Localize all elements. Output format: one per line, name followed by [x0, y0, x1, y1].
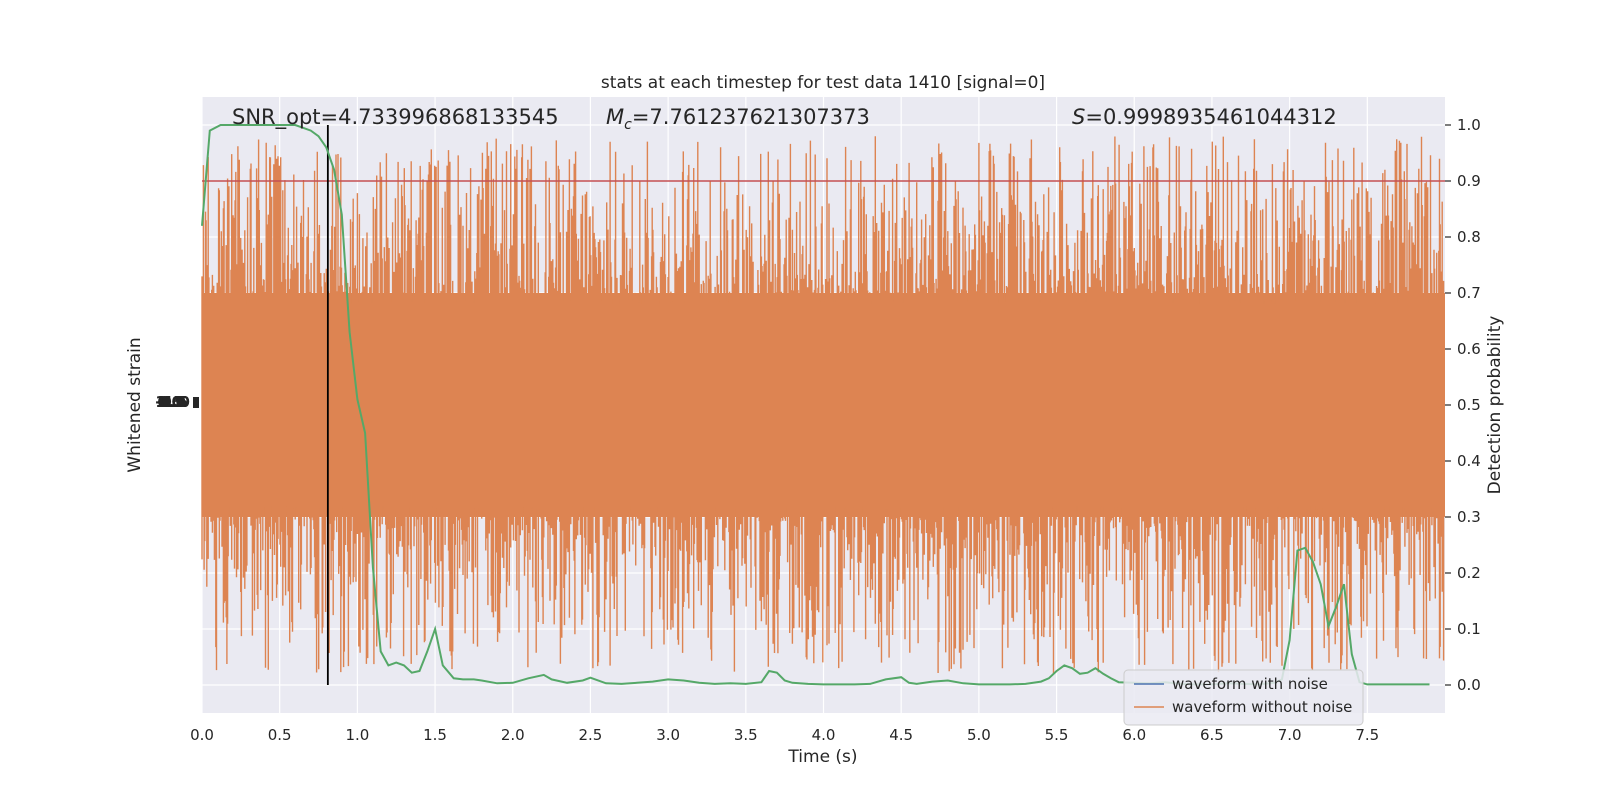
s-value: =0.9998935461044312 — [1085, 105, 1336, 129]
left-tick-mark — [193, 397, 199, 408]
legend-box — [1123, 669, 1364, 726]
left-axis-label: Whitened strain — [125, 337, 145, 472]
left-tick-label: -1.0 — [157, 393, 190, 411]
left-tick-label: 1.0 — [155, 393, 182, 411]
x-tick-label: 2.0 — [501, 726, 525, 744]
right-tick-label: 1.0 — [1457, 116, 1481, 134]
s-annotation: S=0.9998935461044312 — [1072, 105, 1337, 129]
series-waveform-without-noise — [201, 136, 1445, 674]
chirp-mass-symbol: M — [606, 105, 624, 129]
right-tick-label: 0.4 — [1457, 452, 1481, 470]
x-tick-label: 7.0 — [1278, 726, 1302, 744]
chirp-mass-subscript: c — [624, 117, 632, 133]
x-tick-label: 7.5 — [1355, 726, 1379, 744]
x-tick-label: 0.0 — [190, 726, 214, 744]
right-tick-label: 0.0 — [1457, 676, 1481, 694]
x-axis-ticks: 0.0 0.5 1.0 1.5 2.0 2.5 3.0 3.5 4.0 4.5 5.0 5.5 6.0 6… — [190, 726, 1379, 744]
x-tick-label: 1.5 — [423, 726, 447, 744]
left-tick-label: 0.0 — [159, 393, 186, 411]
left-axis-ticks: -1.0-0.50.00.51.0 — [155, 393, 199, 411]
right-tick-label: 0.6 — [1457, 340, 1481, 358]
x-tick-label: 6.5 — [1200, 726, 1224, 744]
right-tick-label: 0.2 — [1457, 564, 1481, 582]
chart-title: stats at each timestep for test data 141… — [601, 73, 1045, 93]
x-tick-label: 6.0 — [1122, 726, 1146, 744]
strain-trace-spikes — [201, 136, 1445, 674]
right-tick-label: 0.1 — [1457, 620, 1481, 638]
s-symbol: S — [1072, 105, 1085, 129]
chirp-mass-value: =7.761237621307373 — [632, 105, 870, 129]
right-axis-ticks: 0.0 0.1 0.2 0.3 0.4 0.5 0.6 0.7 0.8 0.9 1.0 — [1445, 116, 1481, 694]
left-tick-label: -0.5 — [155, 393, 188, 411]
legend-label-without-noise: waveform without noise — [1172, 698, 1352, 716]
x-tick-label: 3.0 — [656, 726, 680, 744]
legend: waveform with noise waveform without noi… — [1123, 669, 1364, 726]
chirp-mass-annotation: Mc=7.761237621307373 — [606, 105, 870, 133]
x-tick-label: 5.5 — [1045, 726, 1069, 744]
x-tick-label: 5.0 — [967, 726, 991, 744]
x-tick-label: 4.0 — [812, 726, 836, 744]
left-tick-label: 0.5 — [157, 393, 184, 411]
right-tick-label: 0.9 — [1457, 172, 1481, 190]
x-axis-label: Time (s) — [787, 747, 857, 767]
x-tick-label: 2.5 — [579, 726, 603, 744]
legend-label-with-noise: waveform with noise — [1172, 675, 1328, 693]
x-tick-label: 1.0 — [345, 726, 369, 744]
right-tick-label: 0.3 — [1457, 508, 1481, 526]
right-tick-label: 0.5 — [1457, 396, 1481, 414]
right-tick-label: 0.8 — [1457, 228, 1481, 246]
snr-annotation: SNR_opt=4.733996868133545 — [232, 105, 559, 130]
right-tick-label: 0.7 — [1457, 284, 1481, 302]
x-tick-label: 3.5 — [734, 726, 758, 744]
right-axis-label: Detection probability — [1485, 316, 1505, 495]
x-tick-label: 0.5 — [268, 726, 292, 744]
x-tick-label: 4.5 — [889, 726, 913, 744]
